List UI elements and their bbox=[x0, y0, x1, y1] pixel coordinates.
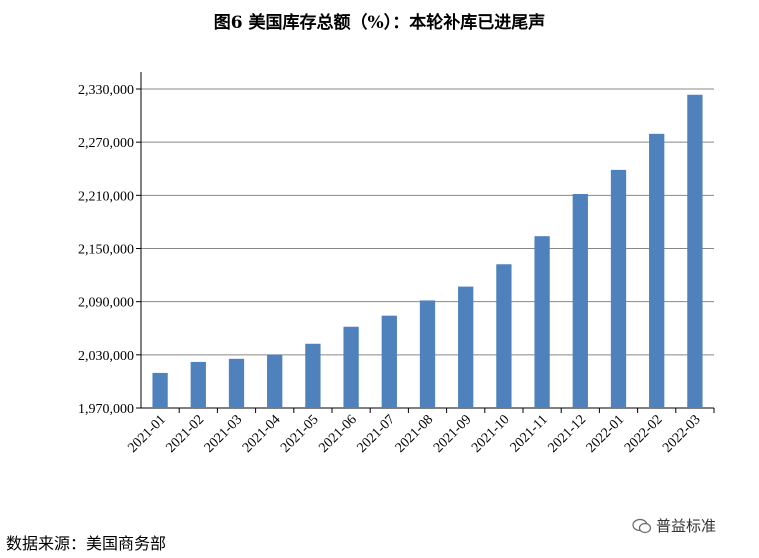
x-tick-label: 2021-09 bbox=[431, 412, 475, 456]
bar-2021-12 bbox=[572, 194, 588, 408]
x-tick-label: 2021-07 bbox=[355, 412, 399, 456]
x-tick-label: 2021-10 bbox=[469, 412, 513, 456]
chart-title: 图6 美国库存总额（%）：本轮补库已进尾声 bbox=[213, 13, 546, 33]
bar-2022-01 bbox=[610, 169, 627, 408]
x-tick-label: 2021-04 bbox=[240, 412, 284, 456]
source-note: 数据来源：美国商务部 bbox=[6, 534, 167, 553]
bar-2021-06 bbox=[343, 326, 359, 408]
x-tick-label: 2021-06 bbox=[316, 412, 360, 456]
bar-2021-11 bbox=[534, 236, 550, 408]
bar-2021-10 bbox=[496, 264, 512, 408]
y-tick-label: 2,270,000 bbox=[78, 136, 134, 151]
y-tick-label: 2,150,000 bbox=[78, 243, 134, 258]
y-tick-label: 2,090,000 bbox=[78, 296, 134, 311]
y-tick-label: 2,210,000 bbox=[78, 189, 134, 204]
bar-2021-05 bbox=[305, 343, 321, 408]
bar-2021-04 bbox=[267, 354, 283, 408]
y-tick-label: 2,030,000 bbox=[78, 349, 134, 364]
x-tick-label: 2021-03 bbox=[202, 412, 246, 456]
x-tick-label: 2021-01 bbox=[125, 412, 169, 456]
bar-2021-09 bbox=[458, 286, 474, 408]
x-tick-label: 2021-11 bbox=[508, 412, 551, 455]
x-tick-label: 2021-12 bbox=[546, 412, 590, 456]
x-tick-label: 2022-02 bbox=[622, 412, 666, 456]
wechat-icon bbox=[632, 518, 652, 533]
y-tick-label: 1,970,000 bbox=[78, 402, 134, 417]
bar-2021-02 bbox=[190, 361, 206, 408]
x-tick-label: 2022-01 bbox=[584, 412, 628, 456]
bar-chart: 1,970,000 2,030,000 2,090,000 2,150,000 2,21… bbox=[78, 72, 715, 456]
x-tick-label: 2021-02 bbox=[164, 412, 208, 456]
bar-2022-02 bbox=[649, 133, 665, 408]
x-tick-label: 2021-08 bbox=[393, 412, 437, 456]
watermark-text: 普益标准 bbox=[656, 517, 717, 535]
bar-2021-07 bbox=[381, 315, 397, 408]
bar-2021-08 bbox=[419, 300, 436, 408]
bar-2021-03 bbox=[228, 358, 245, 408]
watermark: 普益标准 bbox=[632, 515, 716, 536]
y-tick-label: 2,330,000 bbox=[78, 83, 134, 98]
x-tick-label: 2022-03 bbox=[660, 412, 704, 456]
bar-2021-01 bbox=[152, 372, 168, 408]
bar-2022-03 bbox=[687, 94, 703, 409]
x-tick-label: 2021-05 bbox=[278, 412, 322, 456]
